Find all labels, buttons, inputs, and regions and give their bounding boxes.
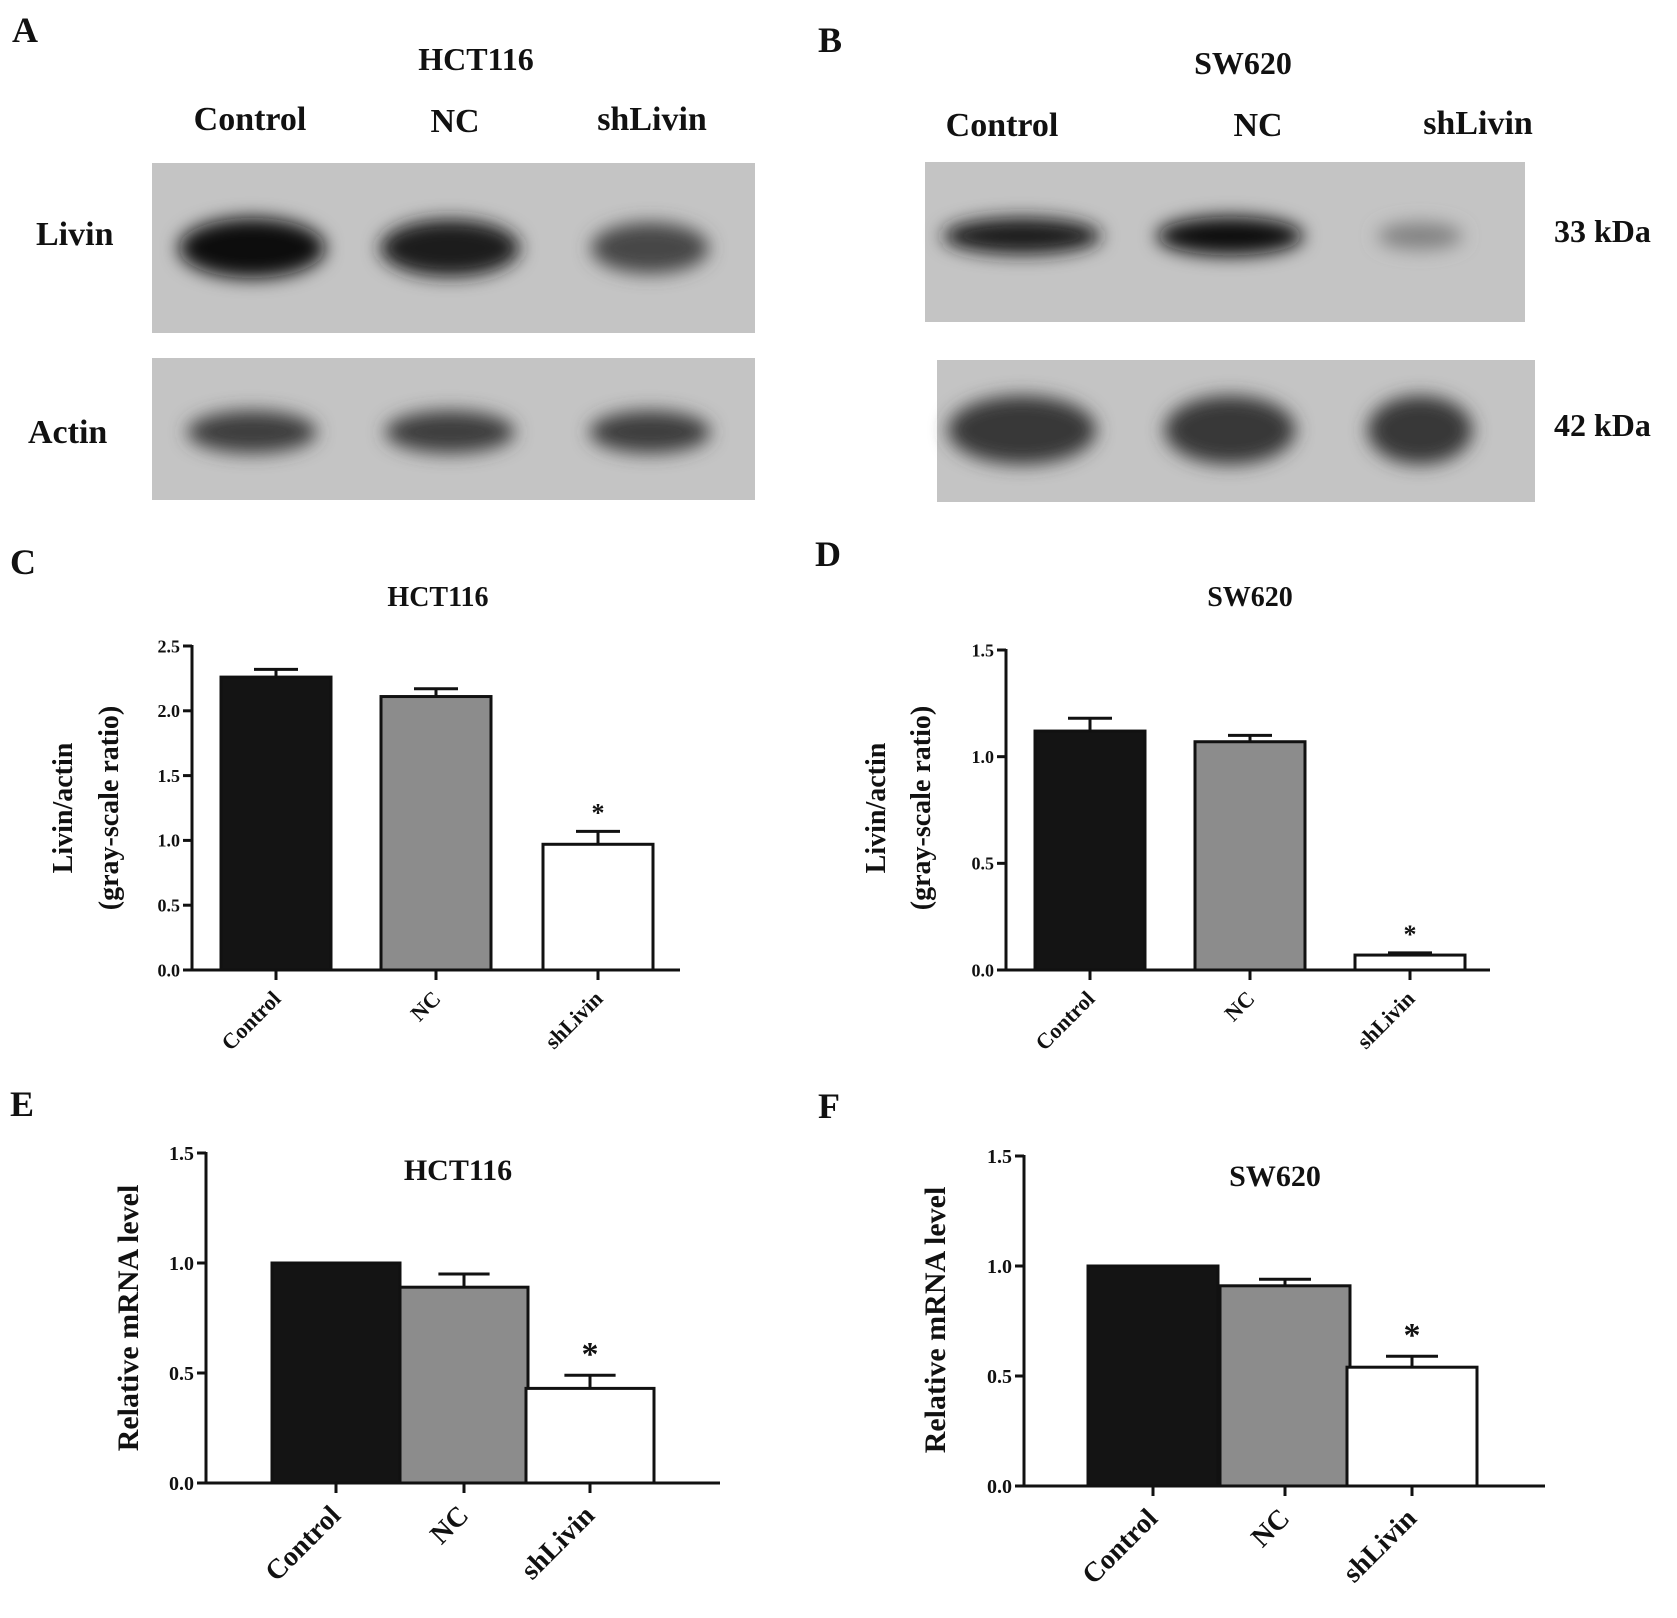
chart-c-significance-star: * bbox=[592, 798, 605, 827]
panel-label-f: F bbox=[818, 1086, 840, 1126]
chart-f-y-tick-label: 1.0 bbox=[987, 1256, 1012, 1278]
chart-f-bar-control bbox=[1086, 1264, 1220, 1488]
chart-c-category-label-control: Control bbox=[216, 986, 285, 1055]
chart-c-y-axis-title: Livin/actin bbox=[48, 742, 79, 873]
blot-b-title: SW620 bbox=[1194, 45, 1292, 81]
chart-e-bar-nc bbox=[398, 1285, 530, 1485]
panel-label-d: D bbox=[815, 534, 841, 574]
chart-f-title: SW620 bbox=[1229, 1160, 1321, 1193]
chart-f-y-tick-label: 1.5 bbox=[987, 1146, 1012, 1168]
chart-c-plot: 0.0 0.5 1.0 1.5 2.0 2.5 Livin/actin (gray-scale… bbox=[48, 636, 680, 1055]
chart-e-y-axis-title: Relative mRNA level bbox=[112, 1185, 145, 1452]
chart-f-category-label-nc: NC bbox=[1245, 1503, 1296, 1554]
chart-e-title: HCT116 bbox=[404, 1154, 512, 1187]
blot-b-mw-33kda: 33 kDa bbox=[1554, 213, 1651, 249]
chart-c-category-label-nc: NC bbox=[405, 986, 445, 1026]
chart-f-category-label-control: Control bbox=[1076, 1503, 1164, 1591]
blot-band-a-row1-lane3 bbox=[591, 222, 709, 274]
chart-e-y-tick-label: 0.5 bbox=[169, 1363, 194, 1385]
chart-d-bar-control bbox=[1033, 729, 1147, 972]
blot-a-lane-label-nc: NC bbox=[430, 103, 479, 140]
blot-a-row-label-livin: Livin bbox=[36, 216, 114, 253]
blot-a-lane-label-control: Control bbox=[194, 101, 307, 138]
blot-a-title: HCT116 bbox=[418, 41, 534, 77]
chart-c-category-label-shlivin: shLivin bbox=[540, 986, 608, 1054]
chart-e-y-tick-label: 0.0 bbox=[169, 1473, 194, 1495]
chart-e-bar-control bbox=[270, 1261, 402, 1485]
chart-f-y-tick-label: 0.5 bbox=[987, 1366, 1012, 1388]
chart-d-y-tick-label: 0.0 bbox=[972, 960, 995, 980]
chart-e-plot: 0.0 0.5 1.0 1.5 Relative mRNA level Control NC… bbox=[112, 1143, 720, 1588]
chart-d-y-axis-title: (gray-scale ratio) bbox=[906, 706, 937, 910]
blot-band-b-row2-lane2 bbox=[1164, 395, 1296, 465]
panel-label-c: C bbox=[10, 542, 36, 582]
chart-c-y-tick-label: 0.5 bbox=[158, 896, 181, 916]
chart-c-bar-nc bbox=[379, 695, 493, 972]
blot-b-mw-42kda: 42 kDa bbox=[1554, 407, 1651, 443]
chart-f-plot: 0.0 0.5 1.0 1.5 Relative mRNA level Control NC… bbox=[919, 1146, 1545, 1591]
chart-c-y-tick-label: 0.0 bbox=[158, 960, 181, 980]
chart-d-y-tick-label: 1.0 bbox=[972, 747, 995, 767]
blot-a-lane-label-shlivin: shLivin bbox=[597, 101, 707, 138]
chart-f-bar-shlivin bbox=[1345, 1365, 1479, 1488]
chart-e-category-label-nc: NC bbox=[424, 1500, 475, 1551]
chart-panel-d: D SW620 0.0 0.5 1.0 1.5 Livin/actin (gray-sca… bbox=[815, 534, 1490, 1055]
chart-d-category-label-control: Control bbox=[1030, 986, 1099, 1055]
blot-band-a-row2-lane3 bbox=[589, 410, 711, 454]
blot-band-a-row1-lane1 bbox=[178, 217, 326, 279]
chart-d-significance-star: * bbox=[1404, 920, 1417, 949]
chart-e-bar-shlivin bbox=[524, 1386, 656, 1485]
chart-d-y-tick-label: 1.5 bbox=[972, 640, 995, 660]
chart-d-y-axis-title: Livin/actin bbox=[861, 742, 892, 873]
chart-e-category-label-control: Control bbox=[259, 1500, 347, 1588]
chart-d-category-label-nc: NC bbox=[1219, 986, 1259, 1026]
chart-d-plot: 0.0 0.5 1.0 1.5 Livin/actin (gray-scale ratio… bbox=[861, 640, 1490, 1055]
chart-d-category-label-shlivin: shLivin bbox=[1352, 986, 1420, 1054]
chart-f-significance-star: * bbox=[1404, 1317, 1421, 1354]
blot-band-b-row2-lane1 bbox=[947, 395, 1097, 465]
panel-label-a: A bbox=[12, 10, 38, 50]
blot-panel-b: B SW620 Control NC shLivin 33 kDa 42 kDa bbox=[818, 20, 1651, 502]
blot-panel-a: A HCT116 Control NC shLivin Livin Actin bbox=[12, 10, 755, 500]
chart-d-title: SW620 bbox=[1207, 582, 1293, 613]
blot-a-row-label-actin: Actin bbox=[28, 414, 107, 451]
chart-c-bar-shlivin bbox=[541, 842, 655, 972]
chart-c-y-tick-label: 1.5 bbox=[158, 766, 181, 786]
chart-f-y-tick-label: 0.0 bbox=[987, 1476, 1012, 1498]
chart-c-y-tick-label: 2.0 bbox=[158, 701, 181, 721]
blot-b-lane-label-nc: NC bbox=[1233, 107, 1282, 144]
chart-d-bar-nc bbox=[1193, 740, 1307, 972]
chart-f-bar-nc bbox=[1218, 1284, 1352, 1488]
blot-b-lane-label-control: Control bbox=[946, 107, 1059, 144]
panel-label-b: B bbox=[818, 20, 842, 60]
chart-d-y-tick-label: 0.5 bbox=[972, 854, 995, 874]
blot-band-b-row1-lane2 bbox=[1156, 216, 1304, 256]
chart-f-category-label-shlivin: shLivin bbox=[1337, 1503, 1423, 1589]
chart-panel-f: F SW620 0.0 0.5 1.0 1.5 Relative mRNA level C… bbox=[818, 1086, 1545, 1591]
blot-a-bands bbox=[178, 217, 711, 454]
chart-c-y-tick-label: 2.5 bbox=[158, 636, 181, 656]
chart-panel-e: E HCT116 0.0 0.5 1.0 1.5 Relative mRNA level… bbox=[10, 1084, 720, 1588]
blot-band-a-row2-lane2 bbox=[385, 410, 515, 454]
blot-b-lane-label-shlivin: shLivin bbox=[1423, 105, 1533, 142]
blot-band-a-row2-lane1 bbox=[187, 410, 317, 454]
chart-c-title: HCT116 bbox=[387, 582, 488, 613]
panel-label-e: E bbox=[10, 1084, 34, 1124]
blot-b-bands bbox=[942, 216, 1473, 465]
blot-band-b-row2-lane3 bbox=[1367, 395, 1473, 465]
blot-band-b-row1-lane1 bbox=[942, 217, 1102, 255]
chart-c-bar-control bbox=[219, 675, 333, 972]
chart-c-y-tick-label: 1.0 bbox=[158, 831, 181, 851]
chart-c-y-axis-title: (gray-scale ratio) bbox=[94, 706, 125, 910]
chart-e-significance-star: * bbox=[582, 1336, 599, 1373]
chart-e-y-tick-label: 1.0 bbox=[169, 1253, 194, 1275]
chart-f-y-axis-title: Relative mRNA level bbox=[919, 1187, 952, 1454]
chart-d-bar-shlivin bbox=[1353, 953, 1467, 972]
chart-e-y-tick-label: 1.5 bbox=[169, 1143, 194, 1165]
chart-e-category-label-shlivin: shLivin bbox=[515, 1500, 601, 1586]
blot-band-a-row1-lane2 bbox=[380, 219, 520, 277]
blot-band-b-row1-lane3 bbox=[1377, 222, 1463, 250]
chart-panel-c: C HCT116 0.0 0.5 1.0 1.5 2.0 2.5 Livin/actin (g… bbox=[10, 542, 680, 1055]
